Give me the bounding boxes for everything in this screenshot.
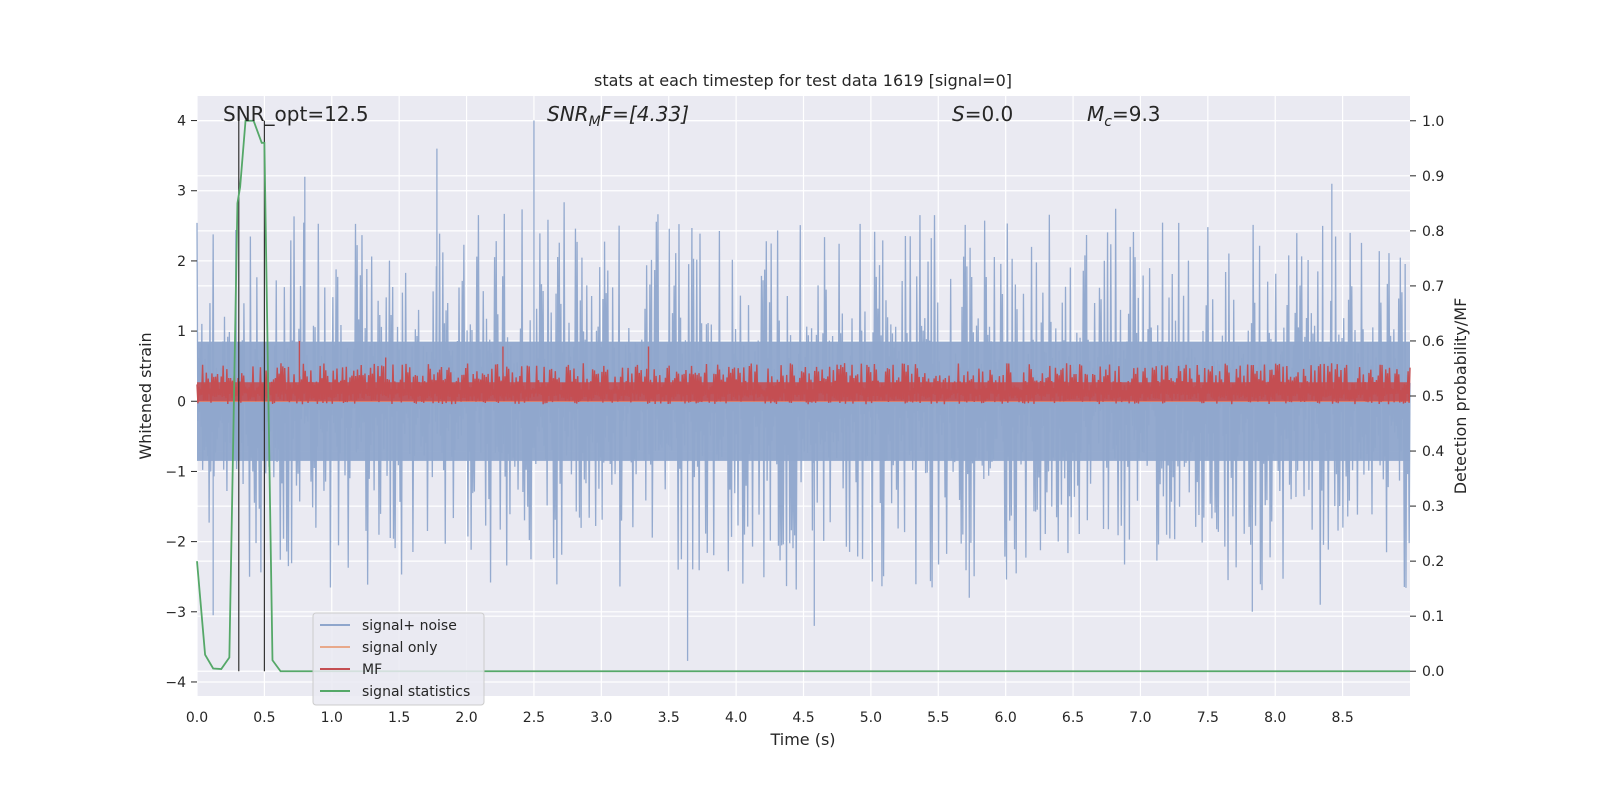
legend-label: signal+ noise xyxy=(362,618,457,634)
y-tick-label-right: 1.0 xyxy=(1422,114,1444,130)
x-tick-label: 0.0 xyxy=(186,710,208,726)
y-tick-label-right: 0.2 xyxy=(1422,554,1444,570)
s-rest: =0.0 xyxy=(965,102,1014,126)
x-tick-label: 5.5 xyxy=(927,710,949,726)
y-tick-label-right: 0.0 xyxy=(1422,664,1444,680)
x-tick-label: 6.5 xyxy=(1062,710,1084,726)
y-tick-label-right: 0.4 xyxy=(1422,444,1444,460)
x-tick-label: 3.0 xyxy=(590,710,612,726)
legend-label: signal only xyxy=(362,640,437,656)
x-tick-label: 0.5 xyxy=(253,710,275,726)
x-axis-label: Time (s) xyxy=(769,730,835,749)
x-tick-label: 7.0 xyxy=(1129,710,1151,726)
x-tick-label: 4.5 xyxy=(792,710,814,726)
x-tick-label: 3.5 xyxy=(658,710,680,726)
chart-title: stats at each timestep for test data 161… xyxy=(594,71,1012,90)
y-tick-label-right: 0.9 xyxy=(1422,169,1444,185)
series-signal-statistics xyxy=(196,119,1410,673)
mc-sub: c xyxy=(1104,114,1112,130)
y-axis-label-right: Detection probability/MF xyxy=(1451,298,1470,495)
y-tick-label-left: −4 xyxy=(165,675,186,691)
s-var: S xyxy=(952,102,965,126)
x-tick-label: 8.0 xyxy=(1264,710,1286,726)
y-tick-label-left: 4 xyxy=(177,114,186,130)
y-axis-label-left: Whitened strain xyxy=(136,332,155,459)
y-tick-label-right: 0.3 xyxy=(1422,499,1444,515)
annotation-snr-opt: SNR_opt=12.5 xyxy=(223,102,369,126)
x-tick-label: 2.0 xyxy=(455,710,477,726)
y-tick-label-right: 0.7 xyxy=(1422,279,1444,295)
x-tick-label: 7.5 xyxy=(1197,710,1219,726)
mc-rest: =9.3 xyxy=(1112,102,1161,126)
mc-var: M xyxy=(1087,102,1104,126)
x-tick-label: 6.0 xyxy=(995,710,1017,726)
series-layer xyxy=(196,119,1411,673)
x-tick-label: 1.5 xyxy=(388,710,410,726)
snr-mf-sub: M xyxy=(589,114,601,130)
snr-mf-base: SNR xyxy=(547,102,589,126)
y-tick-label-left: −2 xyxy=(165,535,186,551)
y-tick-label-right: 0.5 xyxy=(1422,389,1444,405)
annotation-s: S=0.0 xyxy=(952,102,1013,126)
legend-label: signal statistics xyxy=(362,684,470,700)
y-tick-label-left: 1 xyxy=(177,324,186,340)
legend-box xyxy=(312,612,485,706)
annotation-mc: Mc=9.3 xyxy=(1087,102,1161,130)
y-tick-label-left: 2 xyxy=(177,254,186,270)
y-tick-label-right: 0.1 xyxy=(1422,609,1444,625)
series-mf xyxy=(196,340,1411,405)
legend-label: MF xyxy=(362,662,382,678)
y-tick-label-right: 0.8 xyxy=(1422,224,1444,240)
y-tick-label-left: 0 xyxy=(177,394,186,410)
y-tick-label-left: 3 xyxy=(177,184,186,200)
x-tick-label: 4.0 xyxy=(725,710,747,726)
x-tick-label: 2.5 xyxy=(523,710,545,726)
ticks: 0.0 0.5 1.0 1.5 2.0 2.5 3.0 3.5 4.0 4.5 5.0 5.5 6.0 6… xyxy=(165,114,1444,726)
annotation-snr-mf: SNRMF=[4.33] xyxy=(547,102,689,130)
x-tick-label: 8.5 xyxy=(1331,710,1353,726)
snr-mf-rest: F=[4.33] xyxy=(601,102,689,126)
x-tick-label: 5.0 xyxy=(860,710,882,726)
y-tick-label-left: −3 xyxy=(165,605,186,621)
y-tick-label-right: 0.6 xyxy=(1422,334,1444,350)
y-tick-label-left: −1 xyxy=(165,464,186,480)
legend: signal+ noise signal only MF signal statist… xyxy=(312,612,485,706)
x-tick-label: 1.0 xyxy=(321,710,343,726)
